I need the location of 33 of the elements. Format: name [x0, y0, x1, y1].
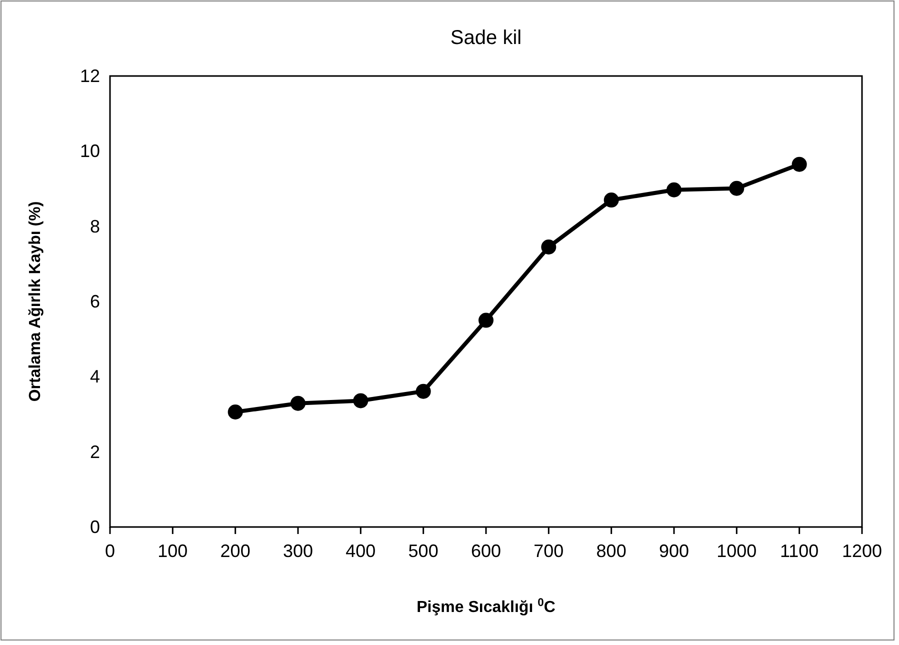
x-tick-label: 900	[658, 541, 690, 561]
y-tick-label: 10	[80, 141, 100, 162]
chart-title: Sade kil	[450, 27, 522, 49]
point	[290, 396, 306, 411]
x-tick-label: 1200	[842, 541, 882, 561]
x-tick-label: 300	[282, 541, 314, 561]
y-tick-label: 2	[90, 442, 100, 462]
point	[604, 192, 619, 208]
x-tick-label: 500	[408, 541, 438, 561]
y-axis-title: Ortalama Ağırlık Kaybı (%)	[27, 201, 44, 402]
point	[541, 240, 556, 255]
x-tick-label: 100	[158, 541, 188, 561]
point	[416, 384, 431, 399]
x-tick-label: 0	[104, 541, 116, 561]
y-tick-label: 6	[90, 292, 100, 312]
point	[228, 404, 243, 420]
x-tick-label: 600	[470, 541, 502, 561]
point	[792, 156, 807, 172]
x-tick-label: 800	[596, 541, 626, 561]
x-tick-label: 400	[346, 541, 376, 561]
point	[353, 393, 368, 408]
x-axis-title: Pişme Sıcaklığı $^{0}$C	[416, 597, 556, 616]
point	[478, 312, 494, 328]
x-tick-label: 200	[220, 541, 250, 561]
x-tick-label: 1100	[780, 541, 819, 561]
point	[666, 182, 682, 198]
y-tick-label: 0	[90, 517, 100, 537]
y-tick-label: 8	[90, 216, 100, 236]
x-tick-label: 700	[534, 541, 564, 561]
y-tick-label: 12	[80, 66, 100, 86]
x-tick-label: 1000	[716, 541, 757, 561]
y-tick-label: 4	[90, 366, 100, 387]
point	[729, 180, 744, 196]
